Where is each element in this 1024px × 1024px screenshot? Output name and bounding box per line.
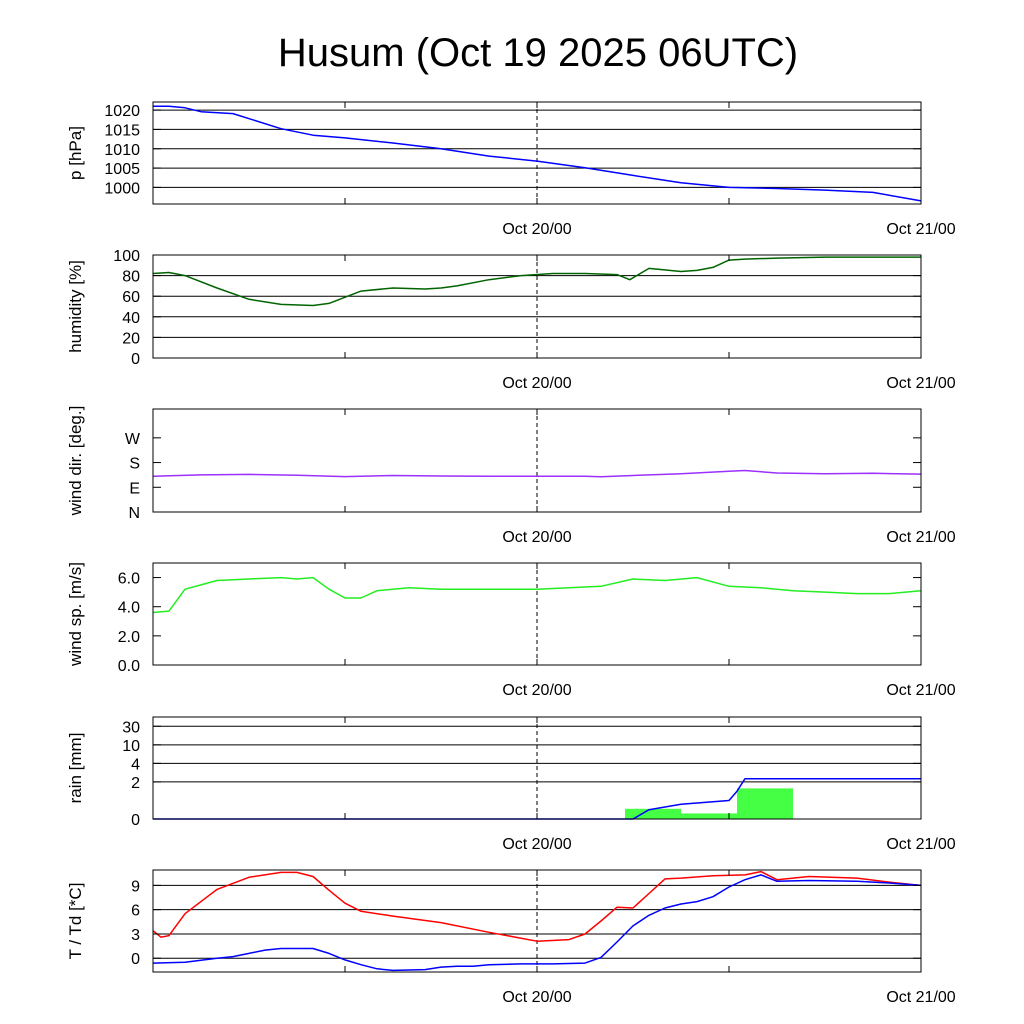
y-tick-label: 1000 [104, 180, 140, 197]
series-line [152, 469, 922, 478]
panel-4: 0.0 2.0 4.0 6.0 Oct 20/00 Oct 21/00 wind sp. [… [66, 562, 956, 699]
y-tick-label: 100 [113, 248, 140, 265]
y-tick-label: E [129, 480, 140, 497]
y-tick-label: 6 [131, 903, 140, 920]
y-tick-label: N [128, 505, 140, 522]
y-tick-label: 40 [122, 310, 140, 327]
x-tick-label: Oct 20/00 [502, 375, 571, 392]
series-line [152, 576, 922, 614]
panel-1: 1000 1005 1010 1015 1020 Oct 20/00 Oct 21/00 p … [66, 101, 956, 238]
y-tick-label: 60 [122, 289, 140, 306]
x-tick-label: Oct 21/00 [886, 682, 955, 699]
y-tick-label: 4.0 [118, 600, 140, 617]
x-tick-label: Oct 20/00 [502, 989, 571, 1006]
x-tick-label: Oct 21/00 [886, 989, 955, 1006]
y-tick-label: 1010 [104, 142, 140, 159]
y-tick-label: 0 [131, 951, 140, 968]
series-line [152, 874, 922, 972]
y-tick-label: 4 [131, 756, 140, 773]
rain-bar [681, 813, 737, 819]
x-tick-label: Oct 21/00 [886, 836, 955, 853]
rain-bar [625, 808, 681, 819]
y-tick-label: 2 [131, 775, 140, 792]
y-tick-label: 30 [122, 719, 140, 736]
x-tick-label: Oct 20/00 [502, 529, 571, 546]
y-tick-label: 20 [122, 330, 140, 347]
x-tick-label: Oct 21/00 [886, 529, 955, 546]
y-tick-label: 6.0 [118, 571, 140, 588]
y-tick-label: 1015 [104, 122, 140, 139]
y-axis-label: wind dir. [deg.] [66, 406, 85, 517]
y-tick-label: 2.0 [118, 629, 140, 646]
y-tick-label: W [125, 431, 141, 448]
chart-title: Husum (Oct 19 2025 06UTC) [278, 31, 798, 75]
y-tick-label: 1005 [104, 161, 140, 178]
y-axis-label: T / Td [*C] [66, 883, 85, 960]
panel-2: 0 20 40 60 80 100 Oct 20/00 Oct 21/00 humidity [… [66, 248, 956, 392]
series-line [152, 870, 922, 942]
y-tick-label: 1020 [104, 103, 140, 120]
rain-bar [737, 788, 793, 819]
y-tick-label: S [129, 456, 140, 473]
y-tick-label: 0 [131, 812, 140, 829]
series-line [153, 105, 922, 202]
x-tick-label: Oct 20/00 [502, 221, 571, 238]
y-tick-label: 0 [131, 351, 140, 368]
series-line [152, 256, 921, 307]
y-tick-label: 0.0 [118, 658, 140, 675]
x-tick-label: Oct 20/00 [502, 836, 571, 853]
y-axis-label: p [hPa] [66, 126, 85, 180]
x-tick-label: Oct 21/00 [886, 221, 955, 238]
y-axis-label: rain [mm] [66, 733, 85, 804]
y-tick-label: 80 [122, 269, 140, 286]
series-line [153, 777, 921, 820]
panel-6: 0 3 6 9 Oct 20/00 Oct 21/00 T / Td [*C] [66, 869, 956, 1006]
y-tick-label: 3 [131, 927, 140, 944]
panel-5: 0 2 410 30 Oct 20/00 Oct 21/00 rain [mm] [66, 716, 956, 853]
x-tick-label: Oct 20/00 [502, 682, 571, 699]
x-tick-label: Oct 21/00 [886, 375, 955, 392]
y-axis-label: humidity [%] [66, 260, 85, 353]
y-tick-label: 9 [131, 878, 140, 895]
y-axis-label: wind sp. [m/s] [66, 562, 85, 667]
y-tick-label: 10 [122, 738, 140, 755]
